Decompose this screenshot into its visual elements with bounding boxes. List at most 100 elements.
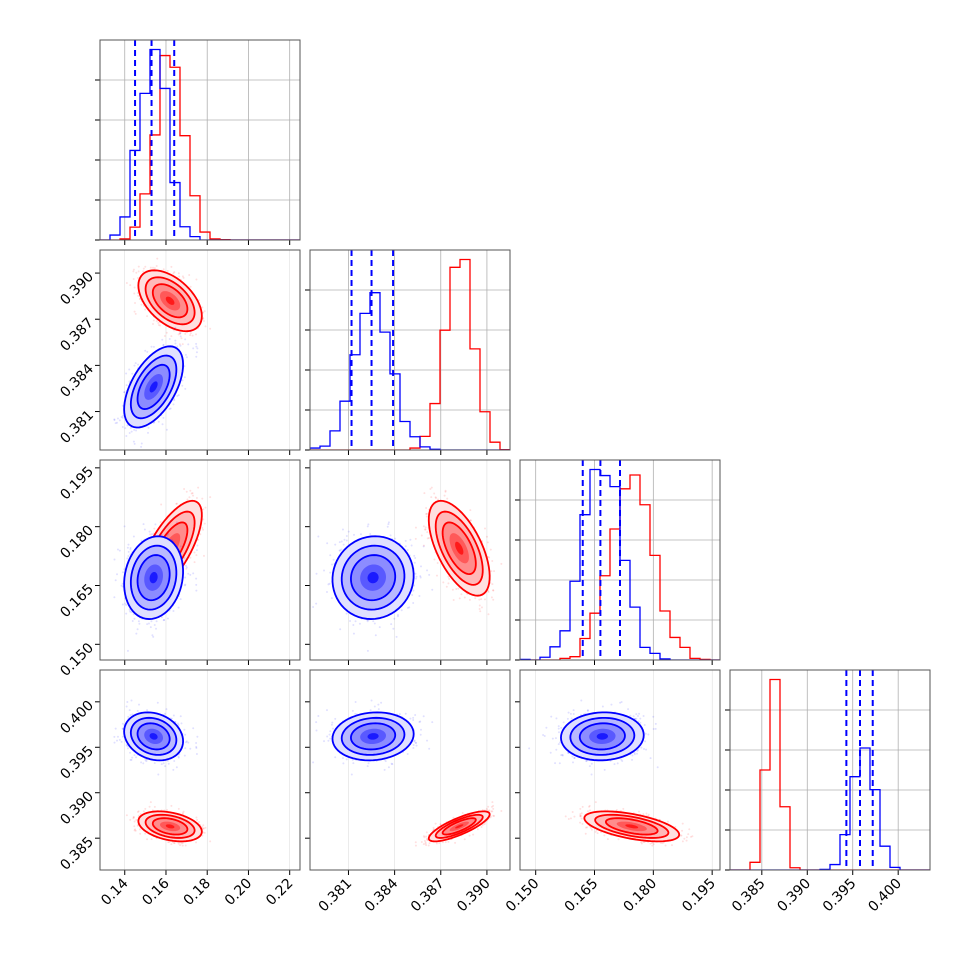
scatter-point — [492, 589, 495, 592]
scatter-point — [190, 492, 193, 495]
scatter-point — [188, 496, 191, 499]
scatter-point — [132, 277, 135, 280]
scatter-point — [133, 442, 136, 445]
scatter-point — [134, 302, 137, 305]
scatter-point — [116, 573, 119, 576]
scatter-point — [414, 537, 417, 540]
contour-line — [144, 276, 196, 326]
scatter-point — [192, 494, 195, 497]
scatter-point — [458, 597, 461, 600]
scatter-point — [127, 555, 130, 558]
scatter-point — [121, 426, 124, 429]
scatter-point — [155, 320, 158, 323]
scatter-point — [123, 391, 126, 394]
scatter-point — [129, 284, 132, 287]
scatter-point — [124, 602, 127, 605]
scatter-point — [138, 622, 141, 625]
scatter-point — [460, 593, 463, 596]
scatter-point — [425, 512, 428, 515]
scatter-point — [170, 265, 173, 268]
scatter-point — [354, 620, 357, 623]
scatter-point — [149, 533, 152, 536]
scatter-point — [152, 266, 155, 269]
scatter-point — [159, 324, 162, 327]
scatter-point — [179, 545, 182, 548]
scatter-point — [114, 422, 117, 425]
scatter-point — [493, 570, 496, 573]
scatter-point — [183, 584, 186, 587]
scatter-point — [189, 334, 192, 337]
scatter-point — [435, 574, 438, 577]
scatter-point — [165, 331, 168, 334]
scatter-point — [485, 535, 488, 538]
scatter-point — [150, 345, 153, 348]
scatter-point — [179, 331, 182, 334]
density-fill — [455, 541, 464, 555]
scatter-point — [325, 591, 328, 594]
scatter-point — [137, 270, 140, 273]
scatter-point — [140, 303, 143, 306]
scatter-point — [132, 613, 135, 616]
panel-content — [100, 40, 300, 240]
scatter-point — [425, 507, 428, 510]
scatter-point — [137, 363, 140, 366]
scatter-point — [168, 338, 171, 341]
scatter-point — [492, 598, 495, 601]
scatter-point — [484, 527, 487, 530]
scatter-point — [204, 506, 207, 509]
scatter-point — [185, 356, 188, 359]
scatter-point — [114, 579, 117, 582]
scatter-point — [195, 351, 198, 354]
scatter-point — [187, 343, 190, 346]
density-fill — [149, 381, 158, 393]
scatter-point — [147, 622, 150, 625]
panel-0-0 — [95, 39, 301, 245]
scatter-point — [133, 310, 136, 313]
scatter-point — [437, 498, 440, 501]
panel-1-1 — [305, 249, 511, 455]
scatter-point — [340, 548, 343, 551]
contour-line — [441, 521, 477, 576]
scatter-point — [136, 628, 139, 631]
scatter-point — [412, 602, 415, 605]
scatter-point — [195, 496, 198, 499]
scatter-point — [444, 490, 447, 493]
scatter-point — [478, 608, 481, 611]
scatter-point — [153, 527, 156, 530]
panel-frame — [99, 39, 301, 241]
panel-content — [310, 250, 510, 450]
scatter-point — [447, 575, 450, 578]
scatter-point — [113, 558, 116, 561]
scatter-point — [404, 539, 407, 542]
scatter-point — [146, 350, 149, 353]
scatter-point — [434, 496, 437, 499]
scatter-point — [113, 596, 116, 599]
scatter-point — [133, 364, 136, 367]
scatter-point — [202, 518, 205, 521]
panel-frame — [309, 249, 511, 451]
scatter-point — [202, 311, 205, 314]
contour-line — [129, 354, 178, 420]
scatter-point — [174, 342, 177, 345]
scatter-point — [340, 540, 343, 543]
scatter-point — [189, 332, 192, 335]
contour-line — [129, 544, 178, 611]
scatter-point — [153, 623, 156, 626]
scatter-point — [138, 298, 141, 301]
scatter-point — [121, 571, 124, 574]
scatter-point — [202, 508, 205, 511]
scatter-point — [132, 440, 135, 443]
scatter-point — [134, 362, 137, 365]
scatter-point — [120, 415, 123, 418]
scatter-point — [366, 620, 369, 623]
scatter-point — [447, 582, 450, 585]
scatter-point — [323, 569, 326, 572]
scatter-point — [132, 268, 135, 271]
scatter-point — [193, 551, 196, 554]
scatter-point — [203, 310, 206, 313]
scatter-point — [144, 349, 147, 352]
scatter-point — [374, 634, 377, 637]
scatter-point — [209, 327, 212, 330]
scatter-point — [189, 556, 192, 559]
scatter-point — [345, 539, 348, 542]
